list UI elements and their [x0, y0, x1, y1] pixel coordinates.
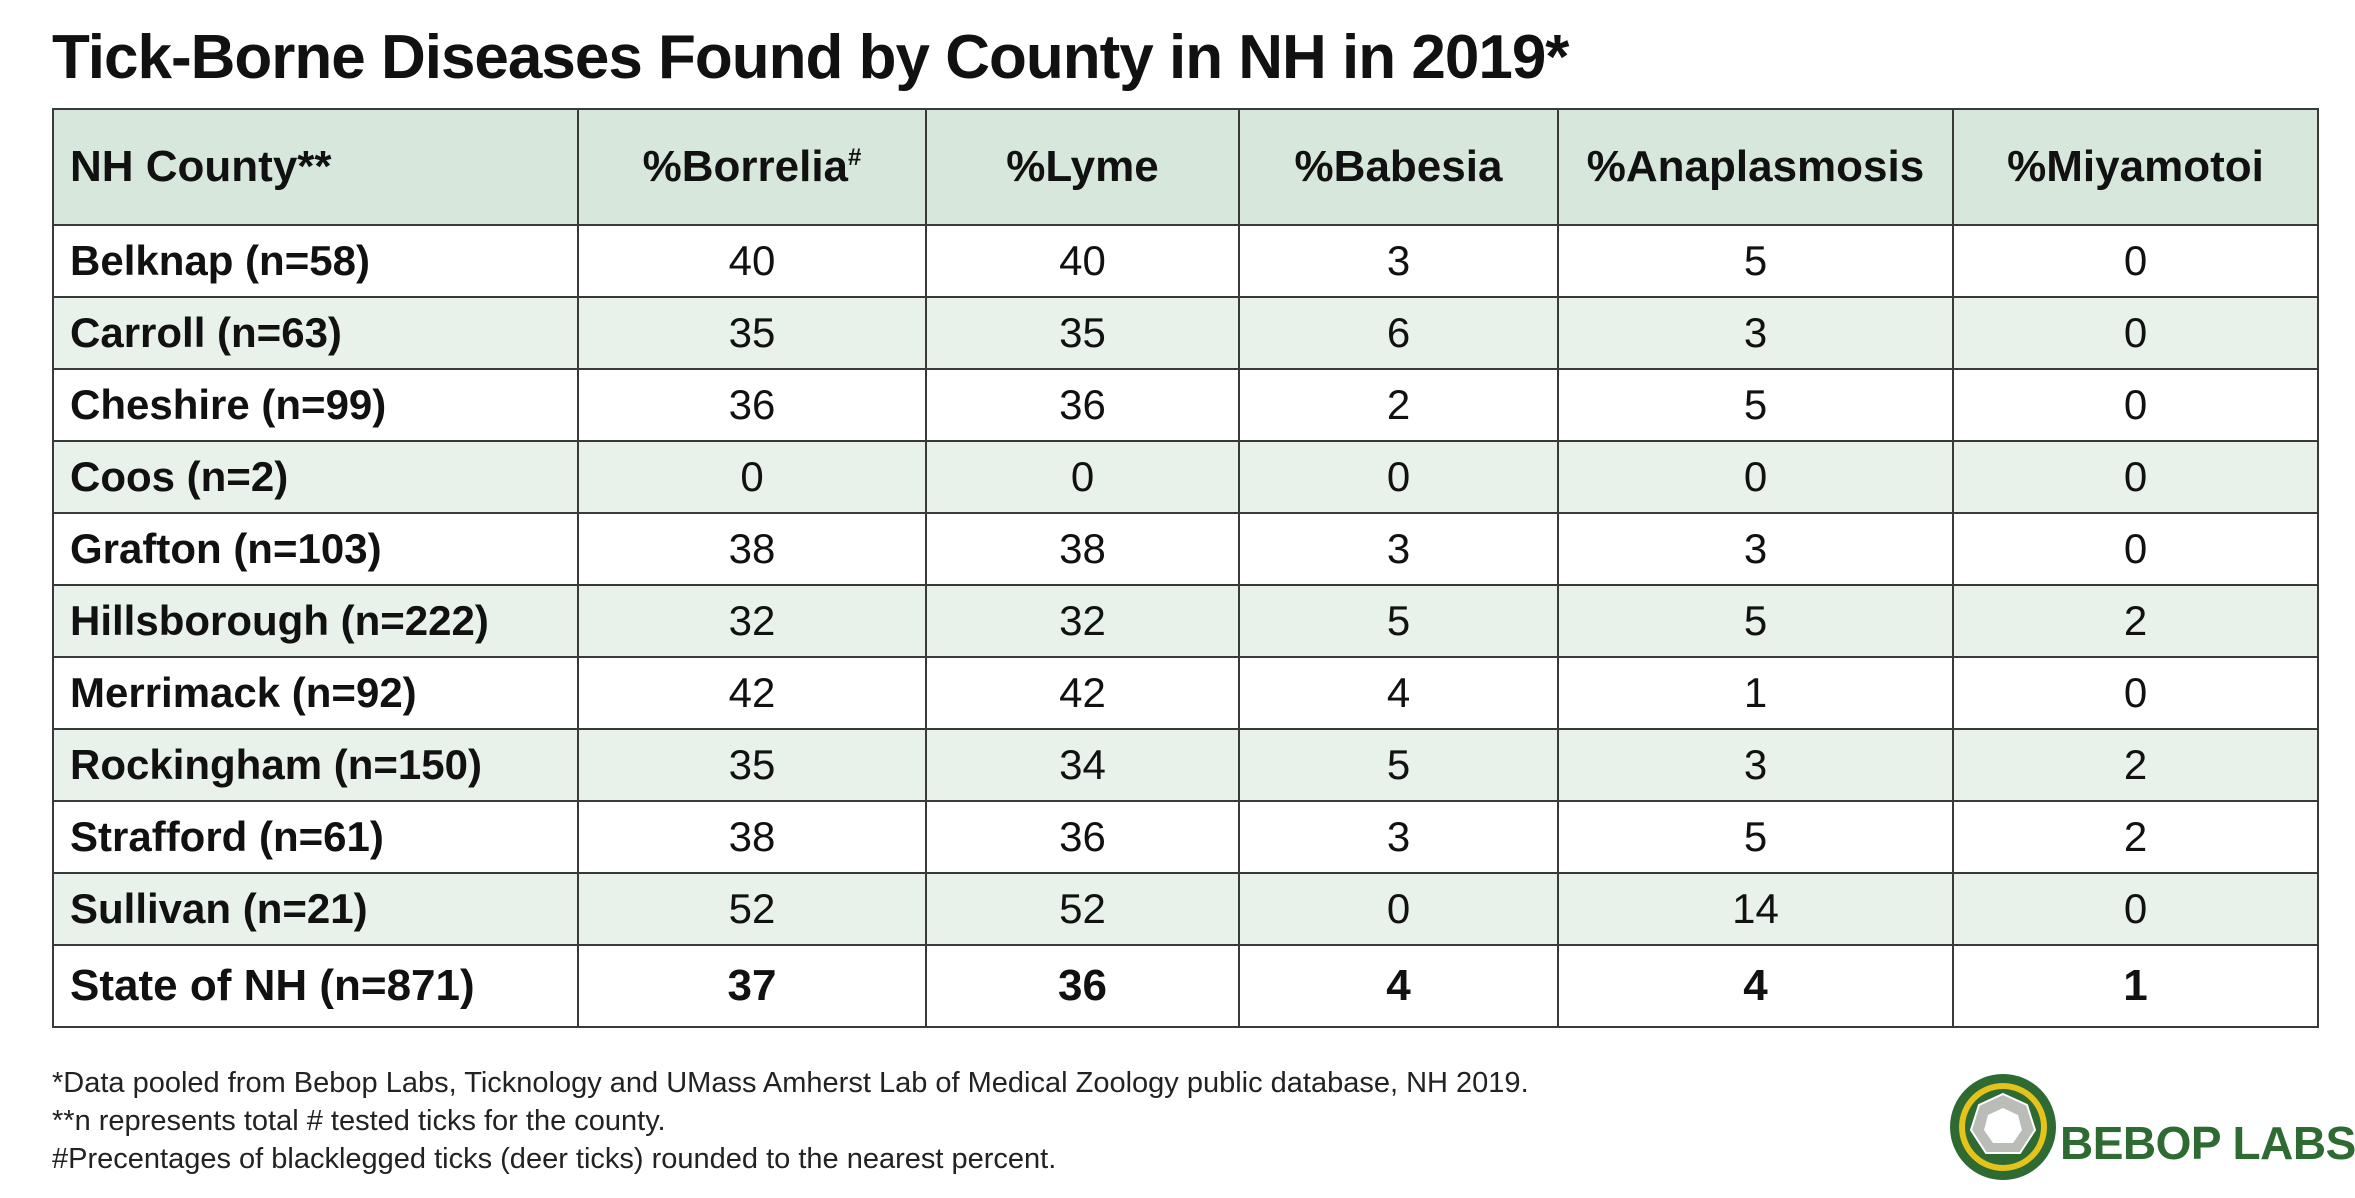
column-header-county: NH County**	[52, 108, 579, 226]
cell-borrelia: 42	[577, 656, 927, 730]
cell-county: Strafford (n=61)	[52, 800, 579, 874]
cell-babesia: 4	[1238, 944, 1559, 1028]
cell-anaplasmosis: 3	[1557, 296, 1954, 370]
cell-anaplasmosis: 14	[1557, 872, 1954, 946]
cell-anaplasmosis: 0	[1557, 440, 1954, 514]
cell-miyamotoi: 0	[1952, 368, 2319, 442]
cell-county: Grafton (n=103)	[52, 512, 579, 586]
cell-county: Hillsborough (n=222)	[52, 584, 579, 658]
table-row: Hillsborough (n=222) 32 32 5 5 2	[52, 584, 2319, 658]
bebop-labs-logo-text: BEBOP LABS	[2060, 1117, 2355, 1169]
table-row: Rockingham (n=150) 35 34 5 3 2	[52, 728, 2319, 802]
column-header-babesia: %Babesia	[1238, 108, 1559, 226]
cell-babesia: 0	[1238, 872, 1559, 946]
cell-babesia: 0	[1238, 440, 1559, 514]
cell-county: Coos (n=2)	[52, 440, 579, 514]
cell-lyme: 52	[925, 872, 1240, 946]
cell-miyamotoi: 0	[1952, 224, 2319, 298]
cell-anaplasmosis: 3	[1557, 512, 1954, 586]
cell-babesia: 2	[1238, 368, 1559, 442]
cell-babesia: 4	[1238, 656, 1559, 730]
cell-borrelia: 32	[577, 584, 927, 658]
cell-lyme: 36	[925, 368, 1240, 442]
bebop-labs-logo-icon	[1950, 1074, 2056, 1180]
cell-miyamotoi: 2	[1952, 584, 2319, 658]
cell-lyme: 35	[925, 296, 1240, 370]
cell-county: Rockingham (n=150)	[52, 728, 579, 802]
cell-anaplasmosis: 1	[1557, 656, 1954, 730]
column-header-borrelia-label: %Borrelia	[642, 142, 849, 191]
cell-borrelia: 52	[577, 872, 927, 946]
cell-babesia: 3	[1238, 800, 1559, 874]
footnote-data-source: *Data pooled from Bebop Labs, Ticknology…	[52, 1067, 1529, 1099]
cell-lyme: 34	[925, 728, 1240, 802]
cell-miyamotoi: 1	[1952, 944, 2319, 1028]
cell-county: Sullivan (n=21)	[52, 872, 579, 946]
table-row: Merrimack (n=92) 42 42 4 1 0	[52, 656, 2319, 730]
column-header-borrelia: %Borrelia#	[577, 108, 927, 226]
cell-miyamotoi: 0	[1952, 296, 2319, 370]
cell-county: Cheshire (n=99)	[52, 368, 579, 442]
cell-anaplasmosis: 4	[1557, 944, 1954, 1028]
cell-miyamotoi: 0	[1952, 656, 2319, 730]
footnotes: *Data pooled from Bebop Labs, Ticknology…	[52, 1064, 1529, 1178]
cell-miyamotoi: 2	[1952, 728, 2319, 802]
cell-borrelia: 0	[577, 440, 927, 514]
cell-miyamotoi: 0	[1952, 512, 2319, 586]
cell-county: State of NH (n=871)	[52, 944, 579, 1028]
cell-borrelia: 37	[577, 944, 927, 1028]
cell-lyme: 36	[925, 944, 1240, 1028]
cell-babesia: 5	[1238, 728, 1559, 802]
cell-borrelia: 38	[577, 800, 927, 874]
table-header-row: NH County** %Borrelia# %Lyme %Babesia %A…	[52, 108, 2319, 226]
table-row: Sullivan (n=21) 52 52 0 14 0	[52, 872, 2319, 946]
cell-county: Carroll (n=63)	[52, 296, 579, 370]
cell-anaplasmosis: 5	[1557, 368, 1954, 442]
table-row: Carroll (n=63) 35 35 6 3 0	[52, 296, 2319, 370]
page-title: Tick-Borne Diseases Found by County in N…	[52, 23, 1569, 92]
cell-borrelia: 35	[577, 296, 927, 370]
footnote-rounding: #Precentages of blacklegged ticks (deer …	[52, 1143, 1057, 1175]
column-header-miyamotoi: %Miyamotoi	[1952, 108, 2319, 226]
cell-lyme: 42	[925, 656, 1240, 730]
footnote-n-definition: **n represents total # tested ticks for …	[52, 1105, 666, 1137]
cell-borrelia: 38	[577, 512, 927, 586]
table-row: Belknap (n=58) 40 40 3 5 0	[52, 224, 2319, 298]
footnote-mark: #	[848, 144, 862, 171]
table-row: Cheshire (n=99) 36 36 2 5 0	[52, 368, 2319, 442]
cell-anaplasmosis: 3	[1557, 728, 1954, 802]
table-row: Coos (n=2) 0 0 0 0 0	[52, 440, 2319, 514]
cell-lyme: 40	[925, 224, 1240, 298]
cell-borrelia: 40	[577, 224, 927, 298]
table-body: Belknap (n=58) 40 40 3 5 0 Carroll (n=63) 35 35 6…	[52, 224, 2319, 1028]
cell-lyme: 38	[925, 512, 1240, 586]
table-total-row: State of NH (n=871) 37 36 4 4 1	[52, 944, 2319, 1028]
cell-miyamotoi: 0	[1952, 440, 2319, 514]
cell-miyamotoi: 0	[1952, 872, 2319, 946]
cell-anaplasmosis: 5	[1557, 800, 1954, 874]
cell-county: Belknap (n=58)	[52, 224, 579, 298]
cell-babesia: 3	[1238, 512, 1559, 586]
table-row: Strafford (n=61) 38 36 3 5 2	[52, 800, 2319, 874]
cell-borrelia: 36	[577, 368, 927, 442]
cell-lyme: 32	[925, 584, 1240, 658]
data-table: NH County** %Borrelia# %Lyme %Babesia %A…	[52, 108, 2319, 1028]
cell-babesia: 5	[1238, 584, 1559, 658]
cell-anaplasmosis: 5	[1557, 584, 1954, 658]
cell-lyme: 36	[925, 800, 1240, 874]
column-header-lyme: %Lyme	[925, 108, 1240, 226]
cell-borrelia: 35	[577, 728, 927, 802]
table-row: Grafton (n=103) 38 38 3 3 0	[52, 512, 2319, 586]
cell-miyamotoi: 2	[1952, 800, 2319, 874]
cell-lyme: 0	[925, 440, 1240, 514]
column-header-anaplasmosis: %Anaplasmosis	[1557, 108, 1954, 226]
cell-babesia: 6	[1238, 296, 1559, 370]
bebop-labs-logo: BEBOP LABS	[1948, 1068, 2355, 1186]
cell-county: Merrimack (n=92)	[52, 656, 579, 730]
cell-babesia: 3	[1238, 224, 1559, 298]
cell-anaplasmosis: 5	[1557, 224, 1954, 298]
